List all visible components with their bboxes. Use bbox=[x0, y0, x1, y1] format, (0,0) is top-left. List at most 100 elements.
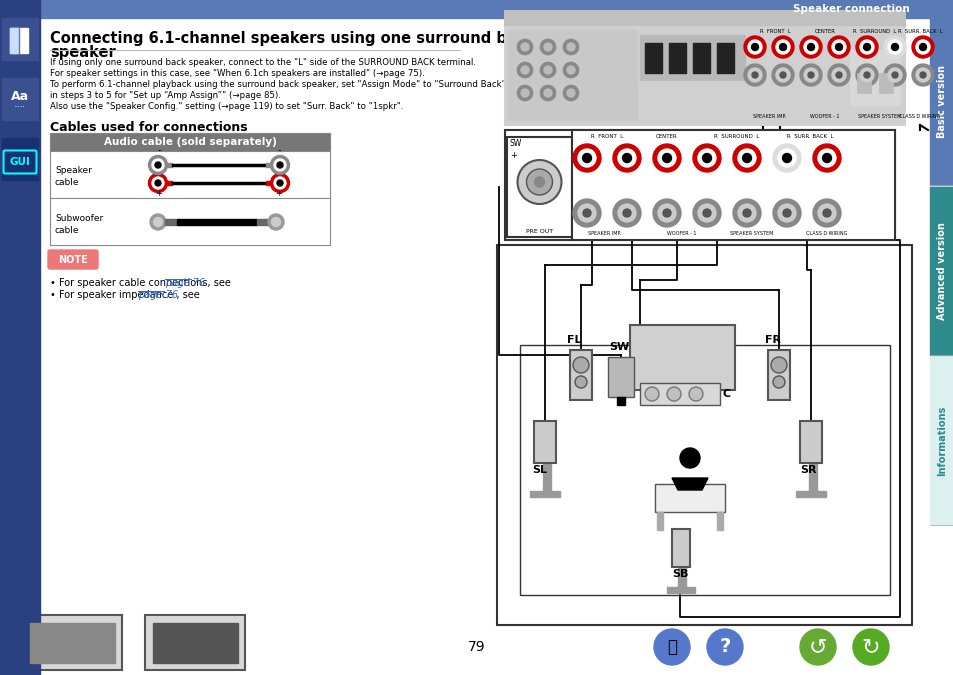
Circle shape bbox=[883, 64, 905, 86]
Circle shape bbox=[622, 209, 630, 217]
Text: • For speaker cable connections, see: • For speaker cable connections, see bbox=[50, 278, 233, 288]
Circle shape bbox=[772, 144, 801, 172]
Bar bbox=[671, 529, 689, 567]
Circle shape bbox=[543, 66, 552, 74]
Circle shape bbox=[644, 387, 659, 401]
Circle shape bbox=[859, 40, 873, 54]
Bar bbox=[639, 35, 744, 80]
Text: Advanced version: Advanced version bbox=[936, 222, 946, 320]
Text: Basic version: Basic version bbox=[936, 65, 946, 138]
Circle shape bbox=[827, 36, 849, 58]
Bar bbox=[497, 245, 911, 625]
Circle shape bbox=[562, 39, 578, 55]
Circle shape bbox=[701, 153, 711, 163]
Text: in steps 3 to 5 for "Set up “Amp Assign”" (→page 85).: in steps 3 to 5 for "Set up “Amp Assign”… bbox=[50, 91, 280, 100]
Circle shape bbox=[578, 149, 596, 167]
Text: +: + bbox=[275, 189, 282, 198]
Bar bbox=[50, 133, 330, 245]
Circle shape bbox=[911, 36, 933, 58]
Circle shape bbox=[543, 43, 552, 51]
Circle shape bbox=[771, 36, 793, 58]
Circle shape bbox=[770, 357, 786, 373]
Text: Speaker connection: Speaker connection bbox=[792, 4, 909, 14]
Circle shape bbox=[831, 40, 845, 54]
Bar bbox=[10, 28, 28, 53]
Text: GUI: GUI bbox=[10, 157, 30, 167]
Circle shape bbox=[747, 68, 761, 82]
Circle shape bbox=[618, 149, 636, 167]
Circle shape bbox=[578, 204, 596, 222]
Circle shape bbox=[827, 64, 849, 86]
Circle shape bbox=[575, 376, 586, 388]
Circle shape bbox=[738, 204, 755, 222]
FancyBboxPatch shape bbox=[4, 151, 36, 173]
Bar bbox=[795, 491, 825, 497]
Text: • For speaker impedance , see: • For speaker impedance , see bbox=[50, 290, 203, 300]
Text: page 76: page 76 bbox=[165, 278, 205, 288]
Circle shape bbox=[573, 144, 600, 172]
Bar bbox=[50, 133, 330, 151]
Circle shape bbox=[582, 153, 591, 163]
Circle shape bbox=[276, 180, 283, 186]
Circle shape bbox=[780, 72, 785, 78]
Circle shape bbox=[852, 629, 888, 665]
Circle shape bbox=[772, 199, 801, 227]
Text: R  FRONT  L: R FRONT L bbox=[590, 134, 622, 139]
Circle shape bbox=[803, 40, 817, 54]
Circle shape bbox=[520, 66, 529, 74]
Bar bbox=[30, 623, 115, 663]
Circle shape bbox=[911, 64, 933, 86]
Circle shape bbox=[822, 209, 830, 217]
Circle shape bbox=[887, 68, 901, 82]
Text: page 76: page 76 bbox=[138, 290, 178, 300]
Circle shape bbox=[915, 68, 929, 82]
Circle shape bbox=[743, 64, 765, 86]
Circle shape bbox=[679, 448, 700, 468]
Circle shape bbox=[661, 153, 671, 163]
Circle shape bbox=[566, 66, 575, 74]
Circle shape bbox=[517, 85, 533, 101]
Circle shape bbox=[779, 43, 785, 51]
Text: R  SURROUND  L: R SURROUND L bbox=[853, 29, 896, 34]
Circle shape bbox=[149, 173, 168, 192]
Circle shape bbox=[271, 155, 289, 175]
Bar bbox=[530, 491, 559, 497]
Circle shape bbox=[800, 36, 821, 58]
Circle shape bbox=[890, 43, 898, 51]
Text: Audio cable (sold separately): Audio cable (sold separately) bbox=[104, 137, 276, 147]
Text: ↻: ↻ bbox=[861, 637, 880, 657]
Circle shape bbox=[154, 162, 161, 168]
Text: R  SURROUND  L: R SURROUND L bbox=[714, 134, 759, 139]
Circle shape bbox=[276, 162, 283, 168]
Circle shape bbox=[566, 43, 575, 51]
Bar bbox=[266, 163, 272, 167]
Circle shape bbox=[692, 144, 720, 172]
Circle shape bbox=[520, 89, 529, 97]
Circle shape bbox=[520, 43, 529, 51]
Circle shape bbox=[613, 144, 640, 172]
Circle shape bbox=[622, 153, 631, 163]
Text: SW: SW bbox=[510, 139, 521, 148]
Circle shape bbox=[150, 214, 166, 230]
Text: FL: FL bbox=[566, 335, 581, 345]
Circle shape bbox=[800, 629, 835, 665]
Text: CENTER: CENTER bbox=[656, 134, 677, 139]
Circle shape bbox=[891, 72, 897, 78]
Circle shape bbox=[272, 217, 280, 227]
Bar bbox=[767, 350, 789, 400]
Circle shape bbox=[539, 85, 556, 101]
Circle shape bbox=[274, 177, 286, 189]
Circle shape bbox=[526, 169, 552, 195]
Circle shape bbox=[153, 217, 162, 227]
Circle shape bbox=[658, 149, 676, 167]
Circle shape bbox=[692, 199, 720, 227]
Text: cable: cable bbox=[55, 178, 79, 187]
Circle shape bbox=[778, 149, 795, 167]
Circle shape bbox=[915, 40, 929, 54]
Circle shape bbox=[539, 39, 556, 55]
Text: ?: ? bbox=[719, 637, 730, 657]
Circle shape bbox=[859, 68, 873, 82]
Bar bbox=[506, 137, 572, 237]
Circle shape bbox=[781, 153, 791, 163]
Text: speaker: speaker bbox=[50, 45, 115, 60]
